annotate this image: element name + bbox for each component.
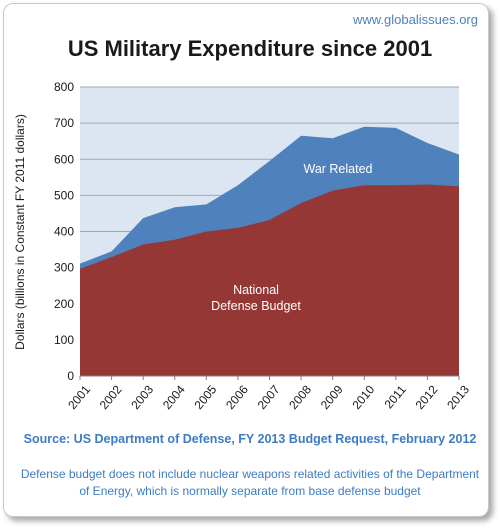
x-tick-label: 2011 — [382, 382, 410, 411]
x-tick-label: 2012 — [413, 382, 441, 412]
x-tick-label: 2009 — [318, 382, 346, 412]
y-axis-label: Dollars (billions in Constant FY 2011 do… — [13, 114, 27, 350]
x-tick-label: 2006 — [223, 382, 251, 412]
x-tick-labels: 2001 2002 2003 2004 2005 2006 2007 2008 2009 2010… — [65, 376, 472, 412]
y-tick-label: 800 — [54, 80, 74, 94]
y-tick-label: 100 — [54, 333, 74, 347]
x-tick-label: 2003 — [128, 382, 156, 412]
footnote-text: Defense budget does not include nuclear … — [20, 467, 480, 498]
war-related-label: War Related — [303, 162, 372, 176]
national-defense-area — [80, 184, 459, 376]
source-text: Source: US Department of Defense, FY 201… — [23, 432, 477, 446]
x-tick-label: 2004 — [160, 382, 188, 412]
chart-title: US Military Expenditure since 2001 — [67, 36, 433, 61]
y-tick-label: 400 — [54, 225, 74, 239]
y-tick-label: 500 — [54, 188, 74, 202]
x-tick-label: 2007 — [255, 382, 283, 412]
national-label-line1: National — [233, 283, 279, 297]
y-tick-label: 700 — [54, 116, 74, 130]
national-label-line2: Defense Budget — [211, 299, 301, 313]
y-tick-label: 600 — [54, 152, 74, 166]
x-tick-label: 2013 — [444, 382, 472, 412]
y-tick-label: 200 — [54, 297, 74, 311]
x-tick-label: 2010 — [349, 382, 377, 412]
x-tick-label: 2001 — [65, 382, 93, 412]
y-tick-labels: 0 100 200 300 400 500 600 700 800 — [54, 80, 74, 383]
y-tick-label: 0 — [67, 369, 74, 383]
site-url[interactable]: www.globalissues.org — [352, 12, 478, 27]
x-tick-label: 2005 — [191, 382, 219, 412]
y-tick-label: 300 — [54, 261, 74, 275]
x-tick-label: 2002 — [97, 382, 125, 412]
x-tick-label: 2008 — [286, 382, 314, 412]
